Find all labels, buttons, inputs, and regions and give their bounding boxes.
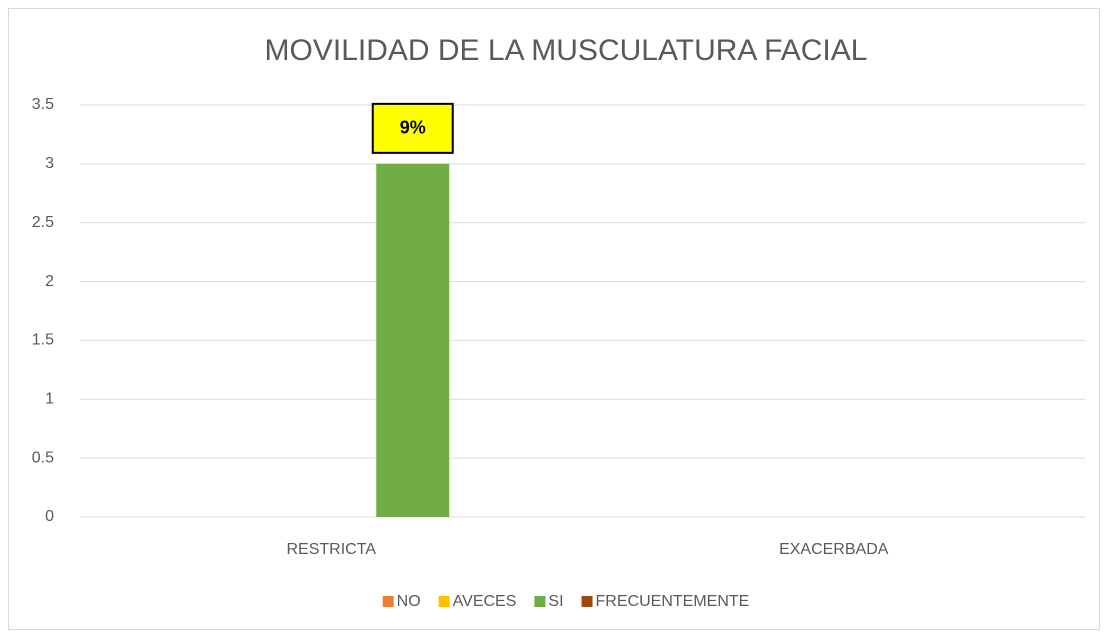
annotation: 9% (400, 118, 426, 138)
legend-swatch (581, 596, 593, 607)
legend-swatch (382, 596, 394, 607)
chart-border (8, 8, 1100, 630)
legend-label: AVECES (453, 593, 517, 610)
y-tick-label: 1.5 (32, 332, 54, 349)
y-tick-label: 2 (45, 273, 54, 290)
y-tick-label: 3 (45, 155, 54, 172)
y-tick-label: 3.5 (32, 96, 54, 113)
x-tick-label: EXACERBADA (779, 541, 889, 558)
legend-swatch (534, 596, 546, 607)
bar (376, 163, 450, 517)
y-tick-label: 2.5 (32, 214, 54, 231)
legend-swatch (438, 596, 450, 607)
legend-label: SI (548, 593, 563, 610)
y-tick-label: 0.5 (32, 449, 54, 466)
y-tick-label: 0 (45, 508, 54, 525)
x-tick-label: RESTRICTA (287, 541, 377, 558)
chart-title: MOVILIDAD DE LA MUSCULATURA FACIAL (265, 34, 868, 67)
legend-label: FRECUENTEMENTE (596, 593, 750, 610)
annotation-box (371, 102, 454, 154)
y-tick-label: 1 (45, 391, 54, 408)
legend-label: NO (397, 593, 421, 610)
